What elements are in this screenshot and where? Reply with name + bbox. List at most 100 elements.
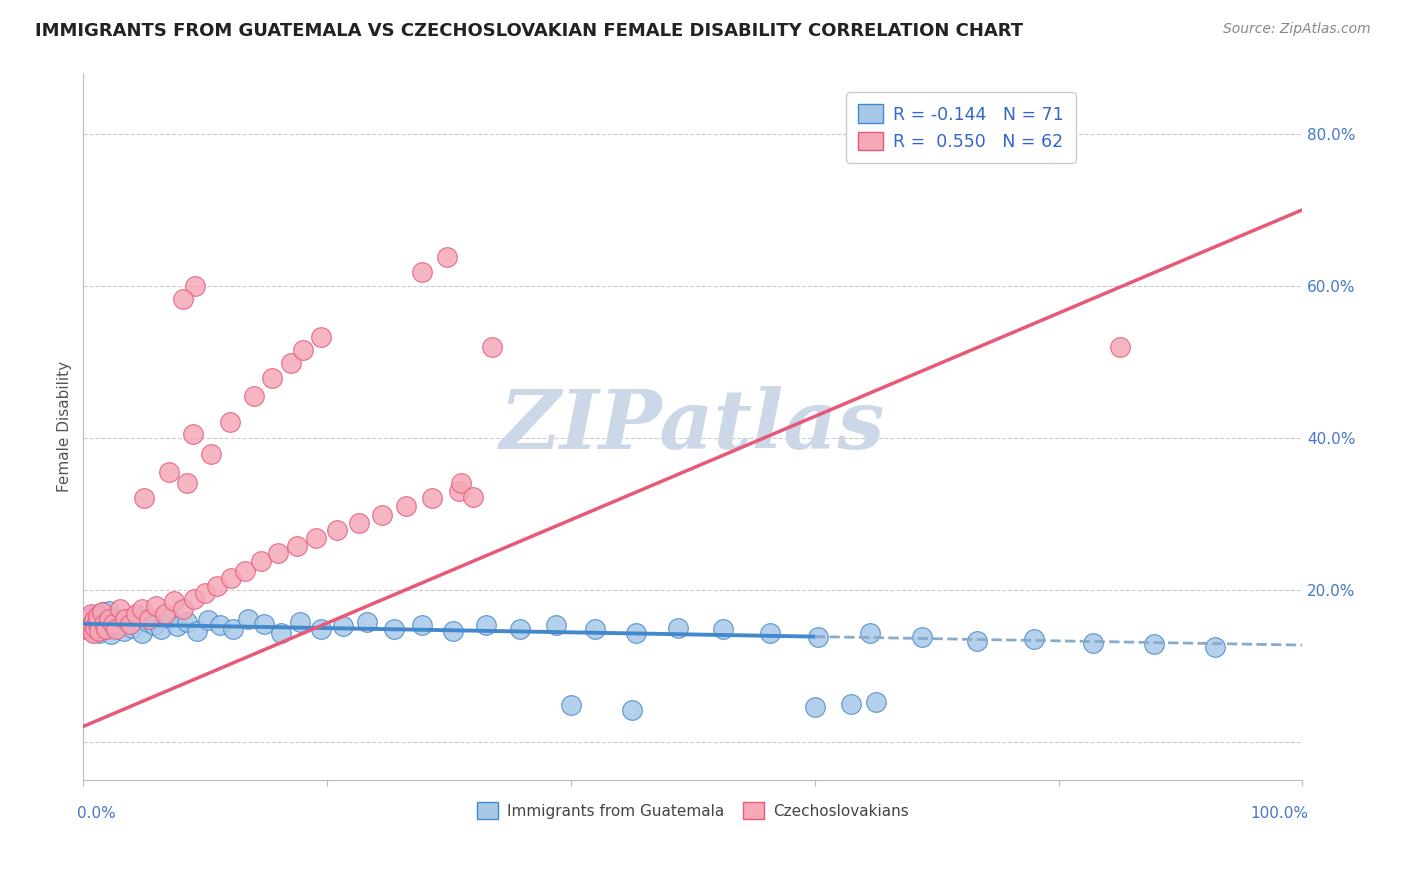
Text: Source: ZipAtlas.com: Source: ZipAtlas.com bbox=[1223, 22, 1371, 37]
Point bbox=[176, 615, 198, 630]
Point bbox=[118, 616, 141, 631]
Point bbox=[450, 476, 472, 491]
Point bbox=[290, 615, 312, 629]
Point bbox=[411, 618, 433, 632]
Point bbox=[108, 601, 131, 615]
Point bbox=[82, 626, 104, 640]
Point bbox=[865, 695, 887, 709]
Point bbox=[186, 624, 208, 639]
Point bbox=[243, 389, 266, 403]
Point bbox=[136, 615, 159, 629]
Point bbox=[347, 516, 370, 530]
Point bbox=[583, 622, 606, 636]
Point bbox=[1108, 339, 1130, 353]
Point bbox=[121, 621, 143, 635]
Point bbox=[807, 630, 830, 644]
Y-axis label: Female Disability: Female Disability bbox=[58, 360, 72, 491]
Point bbox=[80, 616, 103, 631]
Point bbox=[309, 622, 332, 636]
Point bbox=[125, 607, 148, 621]
Point bbox=[176, 476, 198, 491]
Point bbox=[859, 626, 882, 640]
Point bbox=[436, 250, 458, 264]
Point bbox=[77, 611, 100, 625]
Point bbox=[262, 371, 284, 385]
Point bbox=[208, 618, 231, 632]
Point bbox=[620, 703, 643, 717]
Point bbox=[841, 697, 863, 711]
Point bbox=[157, 465, 180, 479]
Point bbox=[911, 630, 934, 644]
Point bbox=[131, 601, 153, 615]
Point bbox=[280, 356, 302, 370]
Point bbox=[87, 609, 110, 624]
Point bbox=[371, 508, 394, 523]
Point bbox=[236, 611, 259, 625]
Point bbox=[89, 626, 111, 640]
Point bbox=[83, 613, 105, 627]
Point bbox=[166, 619, 188, 633]
Point bbox=[309, 330, 332, 344]
Point bbox=[100, 627, 122, 641]
Point bbox=[94, 611, 117, 625]
Point bbox=[86, 615, 108, 629]
Point bbox=[474, 618, 496, 632]
Point bbox=[463, 490, 485, 504]
Text: 0.0%: 0.0% bbox=[77, 806, 115, 822]
Point bbox=[356, 615, 378, 630]
Point bbox=[150, 622, 173, 636]
Point bbox=[90, 606, 112, 620]
Point bbox=[1204, 640, 1226, 654]
Point bbox=[804, 700, 827, 714]
Point bbox=[222, 622, 245, 636]
Point bbox=[79, 619, 101, 633]
Point bbox=[79, 609, 101, 624]
Point bbox=[420, 491, 443, 506]
Point bbox=[326, 524, 349, 538]
Point bbox=[103, 613, 125, 627]
Point bbox=[447, 483, 470, 498]
Point bbox=[89, 614, 111, 628]
Point bbox=[624, 626, 647, 640]
Point bbox=[131, 626, 153, 640]
Point bbox=[305, 531, 328, 545]
Point bbox=[101, 616, 124, 631]
Point bbox=[441, 624, 464, 639]
Point bbox=[138, 611, 160, 625]
Point bbox=[89, 624, 111, 639]
Point bbox=[332, 619, 354, 633]
Point bbox=[143, 618, 166, 632]
Point bbox=[115, 611, 138, 625]
Point bbox=[75, 616, 97, 631]
Point bbox=[1081, 636, 1104, 650]
Point bbox=[112, 624, 135, 639]
Point bbox=[79, 607, 101, 621]
Point bbox=[97, 604, 120, 618]
Point bbox=[666, 621, 689, 635]
Point bbox=[270, 626, 292, 640]
Point bbox=[966, 633, 988, 648]
Point bbox=[84, 621, 107, 635]
Point bbox=[253, 616, 276, 631]
Point bbox=[194, 586, 217, 600]
Point bbox=[157, 611, 180, 625]
Point bbox=[285, 539, 308, 553]
Point bbox=[90, 618, 112, 632]
Point bbox=[183, 591, 205, 606]
Point bbox=[76, 622, 98, 636]
Point bbox=[395, 499, 418, 513]
Point bbox=[145, 599, 167, 614]
Point bbox=[1143, 637, 1166, 651]
Point bbox=[153, 607, 176, 621]
Text: ZIPatlas: ZIPatlas bbox=[501, 386, 886, 467]
Point bbox=[98, 616, 121, 631]
Point bbox=[114, 611, 136, 625]
Point bbox=[97, 611, 120, 625]
Point bbox=[76, 622, 98, 636]
Point bbox=[218, 416, 240, 430]
Point bbox=[105, 618, 128, 632]
Point bbox=[108, 615, 131, 629]
Point bbox=[80, 615, 103, 629]
Point bbox=[125, 607, 148, 622]
Point bbox=[207, 579, 229, 593]
